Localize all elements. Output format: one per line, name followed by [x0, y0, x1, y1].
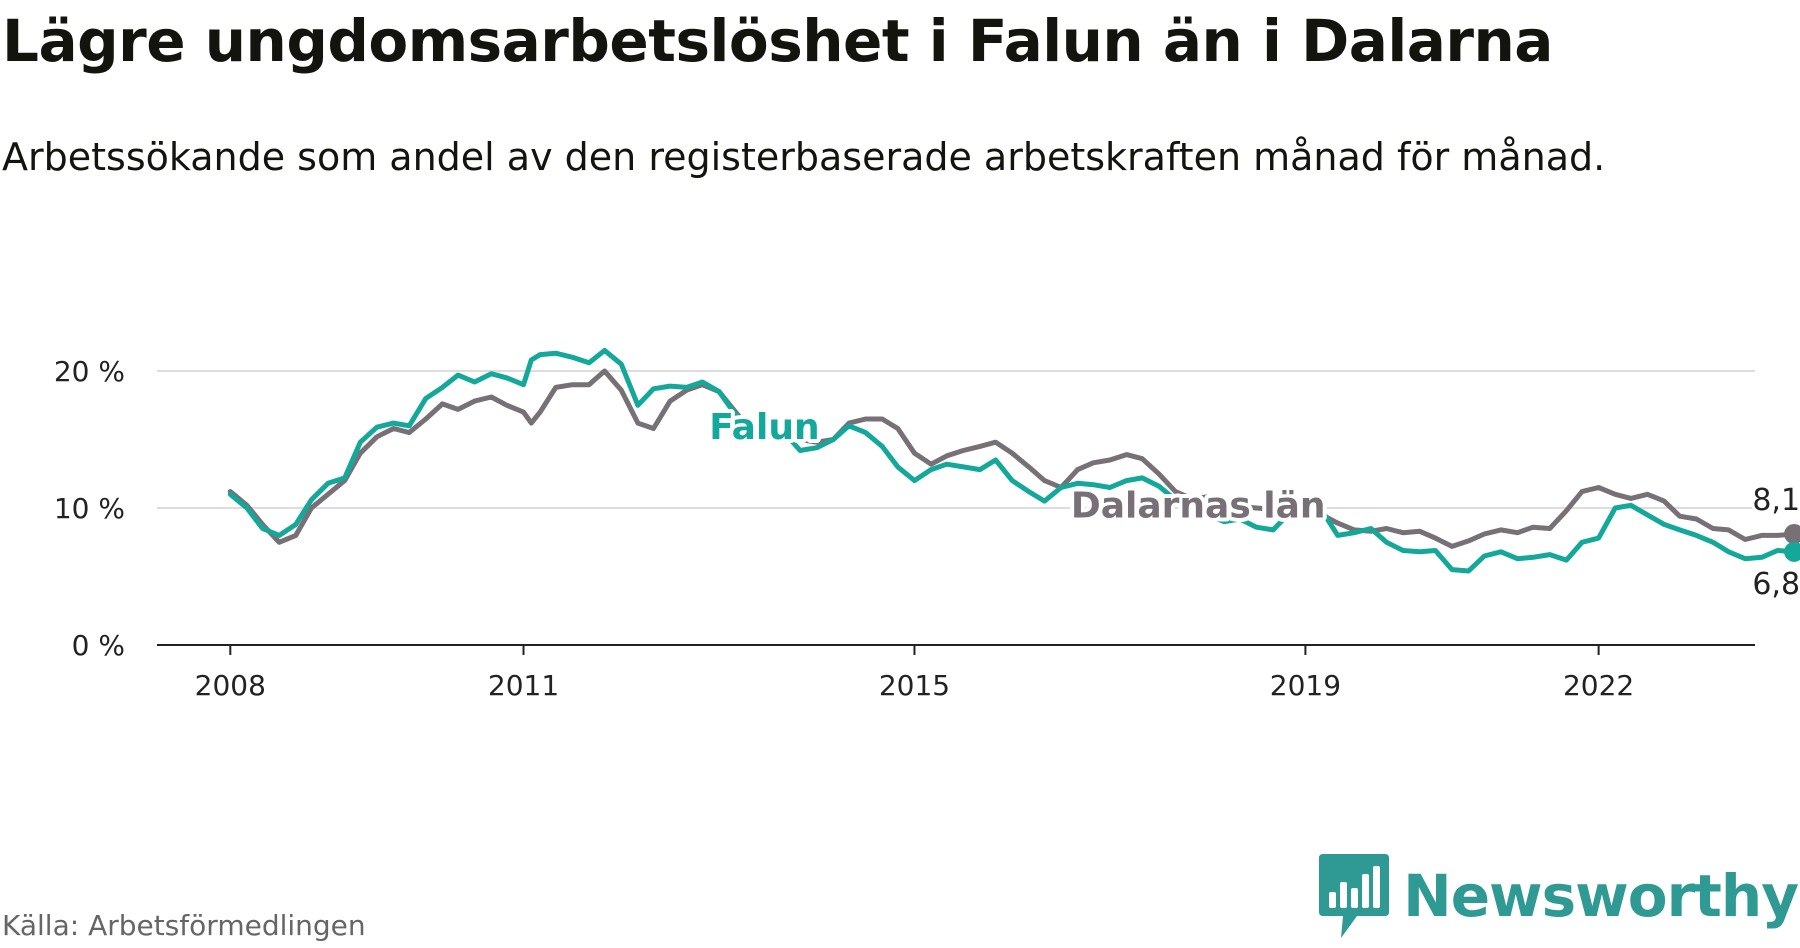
y-tick-label: 0 %	[72, 629, 125, 662]
grid-layer	[157, 370, 1755, 646]
label-layer: Falun Dalarnas län 8,1 % 6,8 %	[705, 403, 1800, 605]
x-axis-ticks: 2008 2011 2015 2019 2022	[195, 645, 1634, 702]
series-label-falun: Falun	[709, 407, 819, 448]
source-note: Källa: Arbetsförmedlingen	[2, 909, 366, 942]
brand-logo: Newsworthy	[1317, 852, 1799, 940]
y-tick-label: 20 %	[54, 355, 125, 388]
series-end-dot-dalarnas-l-n	[1784, 524, 1800, 545]
line-chart: 0 % 10 % 20 % 2008 2011 2015 2019 2022 Falun Da…	[54, 347, 1800, 702]
chart-title: Lägre ungdomsarbetslöshet i Falun än i D…	[2, 7, 1553, 75]
x-tick-label: 2019	[1270, 669, 1341, 702]
y-axis-ticks: 0 % 10 % 20 %	[54, 355, 125, 662]
series-line-falun	[227, 347, 1797, 574]
newsworthy-logo-icon	[1319, 854, 1390, 938]
y-tick-label: 10 %	[54, 492, 125, 525]
chart-subtitle: Arbetssökande som andel av den registerb…	[2, 135, 1606, 179]
end-value-label-falun: 6,8 %	[1752, 567, 1800, 602]
x-tick-label: 2008	[195, 669, 266, 702]
end-value-label-dalarnas-l-n: 8,1 %	[1752, 483, 1800, 518]
brand-name: Newsworthy	[1403, 862, 1799, 930]
series-end-dot-falun	[1784, 541, 1800, 562]
series-line-dalarnas-l-n	[227, 368, 1797, 549]
x-tick-label: 2022	[1563, 669, 1634, 702]
x-tick-label: 2011	[488, 669, 559, 702]
series-layer	[227, 347, 1800, 574]
x-tick-label: 2015	[879, 669, 950, 702]
series-label-dalarnas-l-n: Dalarnas län	[1071, 485, 1326, 526]
